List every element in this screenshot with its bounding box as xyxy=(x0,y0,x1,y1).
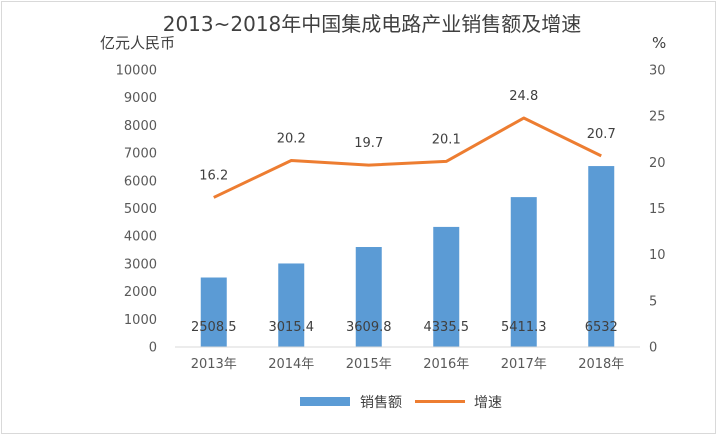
y-right-tick-label: 5 xyxy=(649,294,657,309)
x-tick-label: 2017年 xyxy=(501,357,547,372)
legend-label-line: 增速 xyxy=(474,395,502,411)
legend-label-bar: 销售额 xyxy=(360,395,402,411)
y-left-unit: 亿元人民币 xyxy=(100,34,175,52)
line-data-labels: 16.2 20.2 19.7 20.1 24.8 20.7 xyxy=(199,89,615,183)
bar xyxy=(433,226,460,347)
bar xyxy=(278,263,305,347)
line-data-label: 20.1 xyxy=(432,132,461,147)
y-left-axis: 0 1000 2000 3000 4000 5000 6000 7000 8000 9000 100… xyxy=(116,64,157,356)
x-tick-label: 2018年 xyxy=(578,357,624,372)
bar-series xyxy=(200,166,615,347)
line-data-label: 16.2 xyxy=(199,168,228,183)
line-data-label: 19.7 xyxy=(354,136,383,151)
y-left-tick-label: 2000 xyxy=(124,285,157,300)
y-right-axis: 0 5 10 15 20 25 30 xyxy=(649,64,666,356)
y-right-tick-label: 25 xyxy=(649,110,666,125)
x-tick-label: 2013年 xyxy=(191,357,237,372)
line-data-label: 20.2 xyxy=(277,131,306,146)
x-tick-label: 2015年 xyxy=(346,357,392,372)
y-left-tick-label: 7000 xyxy=(124,147,157,162)
line-data-label: 24.8 xyxy=(509,89,538,104)
bar-data-label: 3015.4 xyxy=(269,320,315,335)
line-data-label: 20.7 xyxy=(587,127,616,142)
legend-swatch-bar xyxy=(300,397,350,406)
y-left-tick-label: 1000 xyxy=(124,313,157,328)
y-left-tick-label: 0 xyxy=(149,341,157,356)
bar xyxy=(588,166,615,347)
bar xyxy=(200,277,227,347)
y-right-tick-label: 0 xyxy=(649,341,657,356)
legend: 销售额 增速 xyxy=(300,395,502,411)
y-left-tick-label: 8000 xyxy=(124,119,157,134)
bar-data-label: 5411.3 xyxy=(501,320,547,335)
bar-data-label: 2508.5 xyxy=(191,320,237,335)
y-right-tick-label: 15 xyxy=(649,202,666,217)
y-left-tick-label: 5000 xyxy=(124,202,157,217)
line-series xyxy=(213,116,602,199)
y-left-tick-label: 4000 xyxy=(124,230,157,245)
bar-data-label: 3609.8 xyxy=(346,320,392,335)
chart-title: 2013~2018年中国集成电路产业销售额及增速 xyxy=(163,12,582,36)
bar xyxy=(510,197,537,347)
y-left-tick-label: 3000 xyxy=(124,257,157,272)
y-left-tick-label: 6000 xyxy=(124,174,157,189)
y-left-tick-label: 9000 xyxy=(124,91,157,106)
y-right-tick-label: 10 xyxy=(649,248,666,263)
y-left-tick-label: 10000 xyxy=(116,64,157,79)
bar-data-labels: 2508.5 3015.4 3609.8 4335.5 5411.3 6532 xyxy=(191,320,618,335)
growth-line xyxy=(213,116,602,199)
y-right-tick-label: 20 xyxy=(649,156,666,171)
x-tick-label: 2014年 xyxy=(268,357,314,372)
y-right-unit: % xyxy=(652,34,666,52)
x-tick-label: 2016年 xyxy=(423,357,469,372)
bar xyxy=(355,247,382,347)
bar-data-label: 6532 xyxy=(585,320,618,335)
bar-data-label: 4335.5 xyxy=(424,320,470,335)
x-axis: 2013年 2014年 2015年 2016年 2017年 2018年 xyxy=(191,357,625,372)
y-right-tick-label: 30 xyxy=(649,64,666,79)
